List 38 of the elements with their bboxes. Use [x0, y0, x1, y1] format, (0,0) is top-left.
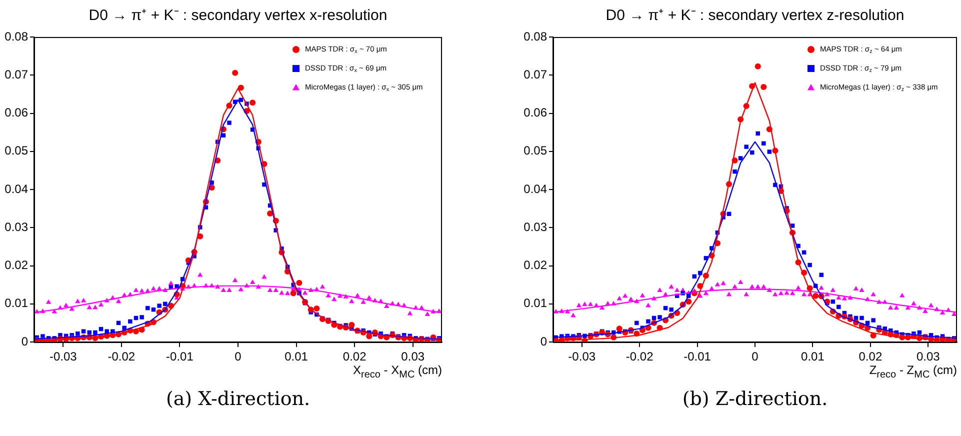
x-tick-label: 0: [752, 350, 759, 364]
x-axis-title: Z$_{reco}$ - Z$_{MC}$ (cm): [869, 363, 957, 380]
x-tick-label: 0.03: [401, 350, 425, 364]
y-tick-label: 0: [540, 334, 548, 348]
chart-title: D0 → π⁺ + K⁻ : secondary vertex x-resolution: [88, 6, 388, 24]
y-tick-label: 0.01: [524, 296, 548, 310]
y-tick-label: 0.07: [524, 67, 548, 82]
y-tick-label: 0.01: [4, 296, 28, 310]
x-tick-label: -0.01: [166, 350, 194, 364]
chart-title: D0 → π⁺ + K⁻ : secondary vertex z-resolution: [604, 6, 906, 24]
y-tick-label: 0.03: [524, 220, 548, 234]
x-tick-label: 0: [234, 350, 242, 364]
x-tick-label: 0.01: [284, 350, 308, 364]
x-tick-label: -0.02: [626, 350, 654, 364]
y-tick-label: 0.02: [4, 258, 28, 272]
x-tick-label: -0.03: [49, 350, 78, 364]
x-tick-label: 0.02: [858, 350, 882, 364]
x-tick-label: 0.02: [342, 350, 367, 364]
y-tick-label: 0.06: [4, 106, 28, 120]
y-tick-label: 0.05: [524, 144, 548, 158]
y-tick-label: 0.05: [4, 144, 28, 158]
text: (b) Z-direction.: [681, 388, 829, 410]
x-tick-label: -0.03: [568, 350, 596, 364]
x-tick-label: 0.01: [801, 350, 825, 364]
y-tick-label: 0.02: [524, 258, 548, 272]
x-tick-label: 0.03: [916, 350, 940, 364]
y-tick-label: 0.08: [4, 29, 28, 44]
y-tick-label: 0.06: [524, 106, 548, 120]
y-tick-label: 0.03: [4, 220, 28, 234]
y-tick-label: 0.08: [524, 29, 548, 44]
text: (a) X-direction.: [164, 388, 312, 410]
y-tick-label: 0.07: [4, 67, 28, 82]
x-tick-label: -0.01: [684, 350, 712, 364]
y-tick-label: 0: [21, 334, 28, 348]
x-axis-title: X$_{reco}$ - X$_{MC}$ (cm): [352, 363, 442, 380]
x-tick-label: -0.02: [108, 350, 136, 364]
y-tick-label: 0.04: [4, 182, 28, 196]
y-tick-label: 0.04: [524, 182, 548, 196]
